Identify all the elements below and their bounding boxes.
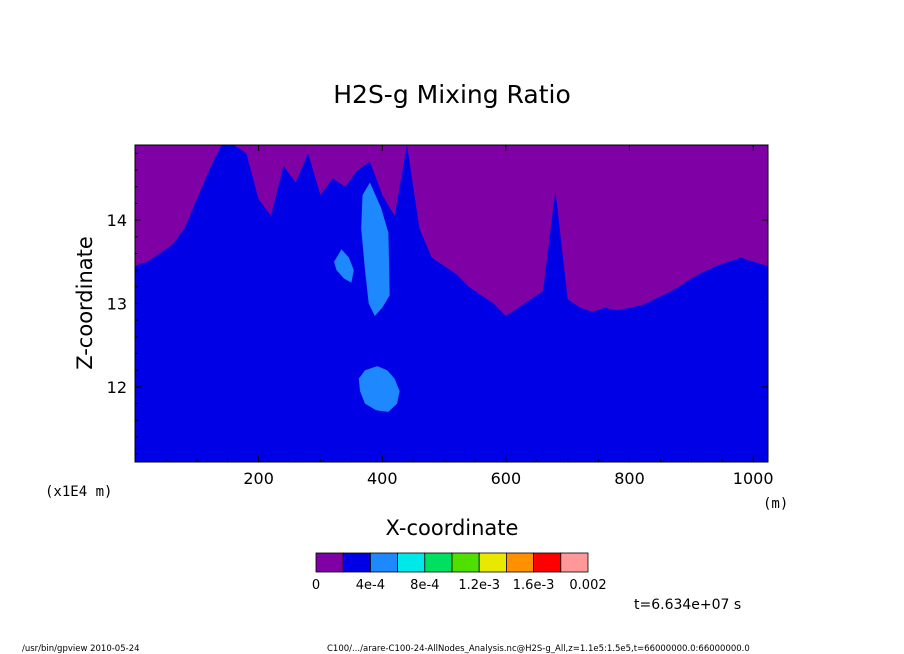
band-1-region [135,145,768,462]
colorbar [315,552,589,573]
chart-title: H2S-g Mixing Ratio [333,80,571,109]
footer-command: /usr/bin/gpview 2010-05-24 [22,644,140,654]
x-tick-label: 1000 [733,469,774,488]
band-2-patch-2 [334,249,354,283]
y-tick-label: 13 [107,295,127,314]
time-annotation: t=6.634e+07 s [634,597,741,613]
colorbar-label: 8e-4 [410,578,439,593]
colorbar-swatch [315,552,344,573]
footer-source: C100/.../arare-C100-24-AllNodes_Analysis… [327,644,750,654]
band-2-patch-1 [361,182,390,316]
y-axis: 12 13 14 [107,152,768,455]
y-axis-label: Z-coordinate [73,236,97,370]
colorbar-label: 4e-4 [356,578,385,593]
y-tick-label: 12 [107,378,127,397]
colorbar-swatch [560,552,589,573]
colorbar-swatch [451,552,480,573]
x-tick-label: 400 [367,469,398,488]
colorbar-label: 0.002 [569,578,606,593]
colorbar-labels: 0 4e-4 8e-4 1.2e-3 1.6e-3 0.002 [312,578,607,593]
x-tick-label: 200 [243,469,274,488]
x-axis: 200 400 600 800 1000 [165,145,774,488]
colorbar-label: 1.2e-3 [458,578,500,593]
band-2-patch-3 [358,366,400,412]
colorbar-swatch [424,552,453,573]
colorbar-swatch [478,552,507,573]
y-tick-label: 14 [107,211,127,230]
colorbar-label: 0 [312,578,320,593]
x-axis-label: X-coordinate [386,516,519,540]
x-tick-label: 600 [491,469,522,488]
y-axis-unit: (x1E4 m) [45,484,112,500]
x-tick-label: 800 [614,469,645,488]
plot-area [135,145,768,462]
colorbar-swatch [397,552,426,573]
colorbar-swatch [342,552,371,573]
colorbar-swatch [533,552,562,573]
colorbar-swatch [369,552,398,573]
colorbar-swatch [505,552,534,573]
x-axis-unit: (m) [763,496,788,512]
colorbar-label: 1.6e-3 [513,578,555,593]
